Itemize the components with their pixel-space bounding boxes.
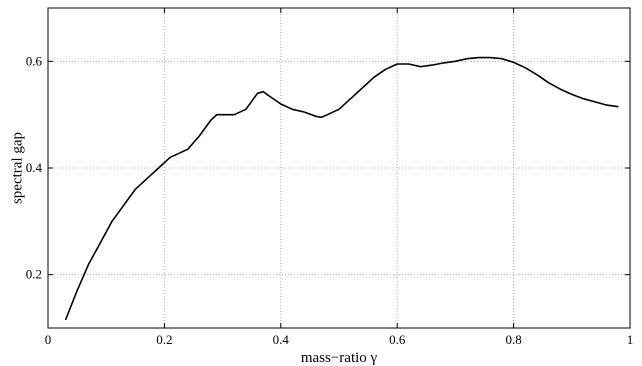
y-tick-label: 0.4	[26, 160, 43, 175]
series-line-0	[64, 56, 619, 321]
tick-labels: 0 0.2 0.4 0.6 0.8 1 0.2 0.4 0.6	[26, 53, 634, 347]
series-group	[64, 56, 619, 321]
x-tick-label: 0.6	[389, 332, 406, 347]
x-tick-label: 0.4	[273, 332, 290, 347]
x-tick-label: 0.8	[505, 332, 521, 347]
grid-lines	[48, 8, 630, 328]
x-tick-label: 0.2	[156, 332, 172, 347]
x-axis-label: mass−ratio γ	[301, 350, 378, 366]
tick-marks	[47, 8, 631, 328]
y-axis-label: spectral gap	[9, 132, 25, 204]
y-tick-label: 0.2	[26, 267, 42, 282]
y-tick-label: 0.6	[26, 53, 43, 68]
x-tick-label: 0	[45, 332, 52, 347]
x-tick-label: 1	[627, 332, 634, 347]
